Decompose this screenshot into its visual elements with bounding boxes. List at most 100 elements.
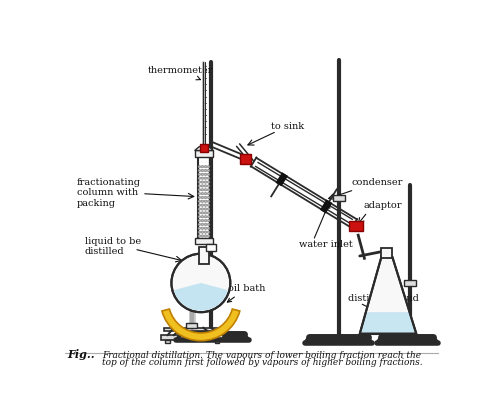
- Bar: [165, 340, 170, 343]
- Circle shape: [204, 227, 207, 229]
- Bar: [206, 244, 217, 251]
- Polygon shape: [360, 257, 416, 334]
- Bar: [349, 220, 363, 231]
- Circle shape: [207, 173, 210, 176]
- Circle shape: [207, 212, 210, 214]
- Circle shape: [204, 165, 207, 168]
- Circle shape: [198, 215, 200, 218]
- Circle shape: [198, 239, 200, 241]
- Circle shape: [204, 235, 207, 237]
- Circle shape: [204, 212, 207, 214]
- Circle shape: [201, 204, 204, 206]
- Circle shape: [201, 185, 204, 187]
- Circle shape: [198, 200, 200, 202]
- Circle shape: [204, 215, 207, 218]
- Polygon shape: [360, 312, 415, 333]
- Circle shape: [204, 219, 207, 222]
- Circle shape: [198, 196, 200, 199]
- Circle shape: [201, 192, 204, 195]
- Circle shape: [201, 223, 204, 226]
- Bar: [199, 247, 209, 264]
- Circle shape: [204, 231, 207, 234]
- Circle shape: [198, 235, 200, 237]
- Text: condenser: condenser: [352, 178, 404, 187]
- Circle shape: [207, 165, 210, 168]
- Circle shape: [204, 196, 207, 199]
- Text: thermometer: thermometer: [148, 66, 214, 80]
- Text: fractionating
column with
packing: fractionating column with packing: [77, 178, 141, 208]
- Circle shape: [198, 223, 200, 226]
- Polygon shape: [194, 150, 213, 157]
- Circle shape: [207, 208, 210, 210]
- Circle shape: [207, 235, 210, 237]
- Circle shape: [198, 227, 200, 229]
- Circle shape: [201, 212, 204, 214]
- Circle shape: [201, 181, 204, 183]
- Circle shape: [201, 165, 204, 168]
- Bar: [186, 323, 197, 328]
- Circle shape: [207, 189, 210, 191]
- Circle shape: [198, 189, 200, 191]
- Bar: [241, 154, 251, 164]
- Circle shape: [204, 181, 207, 183]
- Circle shape: [201, 196, 204, 199]
- Text: water inlet: water inlet: [300, 240, 353, 249]
- Circle shape: [198, 204, 200, 206]
- Circle shape: [204, 208, 207, 210]
- Text: adaptor: adaptor: [364, 201, 402, 210]
- Circle shape: [204, 169, 207, 172]
- Circle shape: [204, 200, 207, 202]
- Text: oil bath: oil bath: [227, 284, 265, 302]
- Circle shape: [201, 208, 204, 210]
- Circle shape: [207, 185, 210, 187]
- Circle shape: [198, 177, 200, 179]
- Bar: [215, 340, 219, 343]
- Circle shape: [198, 165, 200, 168]
- Circle shape: [198, 219, 200, 222]
- Circle shape: [198, 173, 200, 176]
- Circle shape: [207, 204, 210, 206]
- Bar: [200, 144, 208, 152]
- Bar: [161, 335, 222, 340]
- Text: Fractional distillation. The vapours of lower boiling fraction reach the: Fractional distillation. The vapours of …: [102, 351, 421, 360]
- Text: distilled liquid: distilled liquid: [348, 294, 419, 303]
- Circle shape: [198, 212, 200, 214]
- Ellipse shape: [188, 288, 195, 297]
- Circle shape: [204, 204, 207, 206]
- Circle shape: [198, 169, 200, 172]
- Circle shape: [204, 223, 207, 226]
- Circle shape: [207, 227, 210, 229]
- Circle shape: [207, 223, 210, 226]
- Circle shape: [204, 185, 207, 187]
- Circle shape: [207, 192, 210, 195]
- Circle shape: [198, 181, 200, 183]
- Circle shape: [204, 177, 207, 179]
- Circle shape: [204, 192, 207, 195]
- Wedge shape: [162, 309, 240, 341]
- Bar: [186, 297, 198, 304]
- Circle shape: [207, 215, 210, 218]
- Text: top of the column first followed by vapours of higher boiling fractions.: top of the column first followed by vapo…: [102, 358, 422, 368]
- Circle shape: [198, 185, 200, 187]
- Circle shape: [204, 189, 207, 191]
- Circle shape: [201, 231, 204, 234]
- Circle shape: [207, 181, 210, 183]
- Bar: [382, 247, 392, 258]
- Polygon shape: [195, 238, 213, 244]
- Wedge shape: [174, 283, 228, 311]
- Circle shape: [207, 231, 210, 234]
- Text: to sink: to sink: [271, 122, 304, 131]
- Circle shape: [201, 177, 204, 179]
- Circle shape: [201, 239, 204, 241]
- Circle shape: [201, 235, 204, 237]
- Text: Fig..: Fig..: [68, 349, 95, 360]
- Circle shape: [207, 219, 210, 222]
- Bar: [332, 195, 345, 201]
- Circle shape: [201, 173, 204, 176]
- Circle shape: [207, 177, 210, 179]
- Circle shape: [204, 239, 207, 241]
- Polygon shape: [194, 147, 213, 150]
- Circle shape: [201, 227, 204, 229]
- Circle shape: [207, 169, 210, 172]
- Circle shape: [201, 200, 204, 202]
